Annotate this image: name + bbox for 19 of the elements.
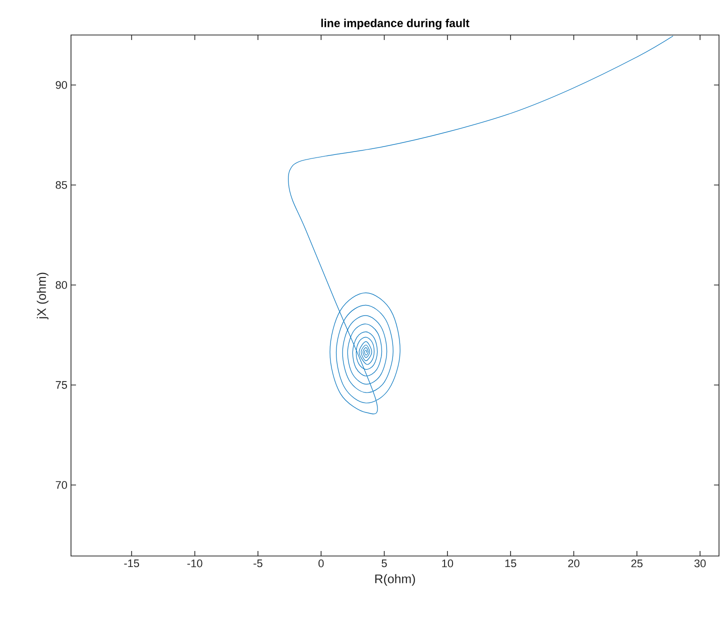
x-tick-label: 20 xyxy=(568,560,580,568)
y-tick-label: 70 xyxy=(56,481,68,489)
y-tick-label: 85 xyxy=(56,181,68,189)
chart-title: line impedance during fault xyxy=(321,18,470,30)
x-tick-label: 5 xyxy=(382,560,387,568)
x-axis-title: R(ohm) xyxy=(375,574,415,586)
x-tick-label: -10 xyxy=(187,560,202,568)
x-tick-label: -5 xyxy=(254,560,262,568)
line-series xyxy=(288,36,674,414)
y-tick-label: 80 xyxy=(56,281,68,289)
x-tick-label: 0 xyxy=(318,560,324,568)
x-tick-label: 30 xyxy=(694,560,706,568)
x-tick-label: -15 xyxy=(124,560,140,568)
y-tick-label: 90 xyxy=(56,81,68,89)
x-tick-label: 15 xyxy=(505,560,516,568)
y-axis-title: jX (ohm) xyxy=(36,272,48,320)
y-tick-label: 75 xyxy=(56,381,68,389)
x-tick-label: 25 xyxy=(631,560,643,568)
x-tick-label: 10 xyxy=(442,560,454,568)
